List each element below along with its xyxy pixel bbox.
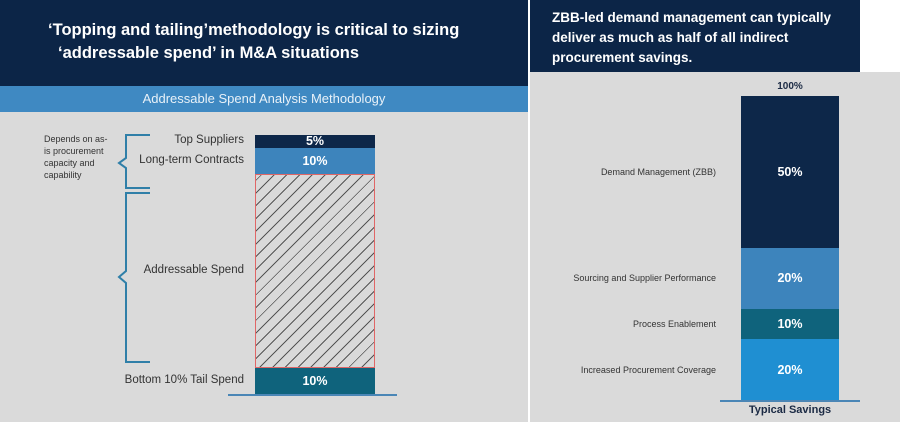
segment-name-label: Sourcing and Supplier Performance — [573, 273, 716, 284]
brace-icons — [117, 134, 150, 363]
brace-note: Depends on as-is procurement capacity an… — [44, 134, 108, 180]
bar-segment: 10% — [255, 368, 375, 394]
segment-value-label: 10% — [302, 153, 328, 168]
top-brace-icon — [117, 134, 150, 189]
segment-name-label: Bottom 10% Tail Spend — [124, 374, 244, 387]
segment-value-label: 10% — [777, 316, 803, 331]
bar-segment: 20% — [741, 339, 839, 400]
methodology-band: Addressable Spend Analysis Methodology — [0, 86, 528, 112]
right-slide-header: ZBB-led demand management can typically … — [530, 0, 860, 72]
header-gap — [860, 0, 900, 72]
segment-value-label: 20% — [777, 362, 803, 377]
bar-segment: 10% — [741, 308, 839, 340]
bar-segment: 50% — [741, 96, 839, 248]
segment-name-label: Increased Procurement Coverage — [580, 364, 716, 375]
left-baseline — [228, 394, 397, 396]
segment-name-label: Long-term Contracts — [139, 153, 244, 166]
total-label: 100% — [777, 81, 803, 92]
left-slide-header: ‘Topping and tailing’methodology is crit… — [0, 0, 528, 86]
bar-segment — [255, 173, 375, 369]
bar-segment: 10% — [255, 147, 375, 174]
x-axis-label: Typical Savings — [748, 404, 832, 416]
segment-value-label: 10% — [302, 374, 328, 389]
segment-name-label: Addressable Spend — [143, 263, 244, 276]
segment-value-label: 5% — [305, 134, 325, 149]
segment-value-label: 20% — [777, 271, 803, 286]
bar-segment: 20% — [741, 248, 839, 309]
left-title-line1: ‘Topping and tailing’methodology is crit… — [48, 21, 460, 39]
segment-name-label: Top Suppliers — [174, 134, 244, 147]
segment-name-label: Process Enablement — [632, 319, 716, 329]
left-title-line2: ‘addressable spend’ in M&A situations — [58, 44, 360, 62]
bar-segment: 5% — [255, 134, 375, 149]
addressable-brace-icon — [117, 192, 150, 363]
right-baseline — [720, 400, 860, 402]
segment-value-label: 50% — [777, 165, 803, 179]
segment-name-label: Demand Management (ZBB) — [600, 167, 716, 177]
